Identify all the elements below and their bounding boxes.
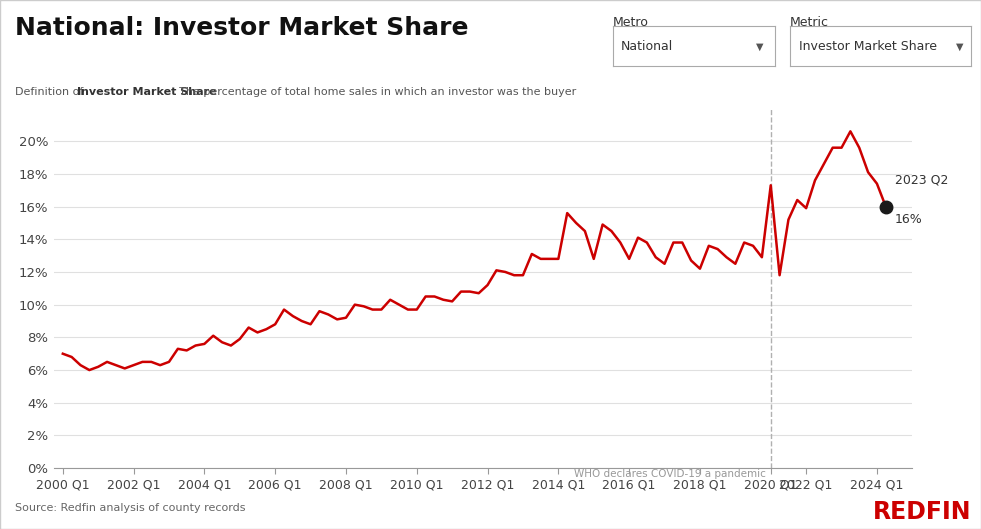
Text: REDFIN: REDFIN — [873, 500, 971, 524]
Text: : The percentage of total home sales in which an investor was the buyer: : The percentage of total home sales in … — [172, 87, 576, 97]
Text: Metric: Metric — [790, 16, 829, 29]
Text: ▼: ▼ — [956, 41, 964, 51]
Text: 2023 Q2: 2023 Q2 — [895, 174, 948, 187]
Text: 16%: 16% — [895, 213, 922, 226]
Text: National: National — [621, 40, 674, 53]
Text: Metro: Metro — [613, 16, 649, 29]
Text: WHO declares COVID-19 a pandemic: WHO declares COVID-19 a pandemic — [575, 469, 766, 479]
Text: Source: Redfin analysis of county records: Source: Redfin analysis of county record… — [15, 503, 245, 513]
Text: Definition of: Definition of — [15, 87, 86, 97]
Text: ▼: ▼ — [756, 41, 763, 51]
Text: Investor Market Share: Investor Market Share — [77, 87, 216, 97]
Text: Investor Market Share: Investor Market Share — [799, 40, 937, 53]
Text: National: Investor Market Share: National: Investor Market Share — [15, 16, 468, 40]
